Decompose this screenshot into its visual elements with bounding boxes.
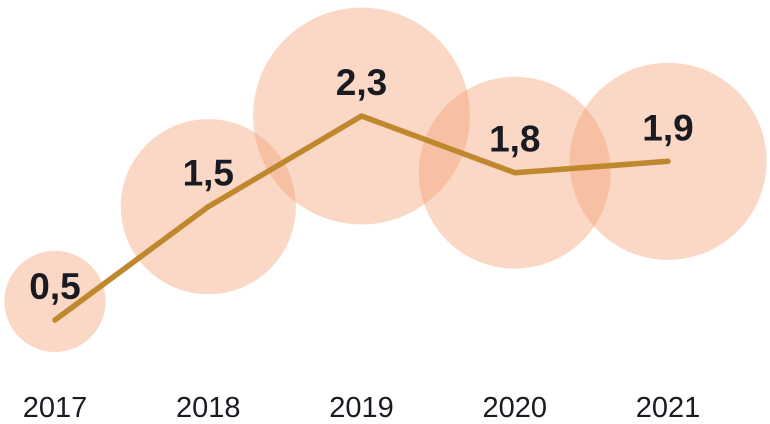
value-label-2017: 0,5 bbox=[29, 266, 80, 307]
x-axis-tick-2019: 2019 bbox=[329, 392, 394, 424]
value-label-2019: 2,3 bbox=[336, 62, 387, 103]
value-label-2018: 1,5 bbox=[183, 153, 234, 194]
x-axis-label-group: 2017 2018 2019 2020 2021 bbox=[23, 392, 701, 424]
value-label-2020: 1,8 bbox=[489, 119, 540, 160]
x-axis-tick-2017: 2017 bbox=[23, 392, 88, 424]
bubble-2017 bbox=[4, 250, 106, 352]
value-label-group: 0,5 1,5 2,3 1,8 1,9 bbox=[29, 62, 693, 307]
bubble-group bbox=[4, 7, 767, 352]
value-label-2021: 1,9 bbox=[642, 107, 693, 148]
x-axis-tick-2021: 2021 bbox=[636, 392, 701, 424]
trend-line bbox=[52, 113, 671, 323]
x-axis-tick-2020: 2020 bbox=[483, 392, 548, 424]
x-axis-tick-2018: 2018 bbox=[176, 392, 241, 424]
